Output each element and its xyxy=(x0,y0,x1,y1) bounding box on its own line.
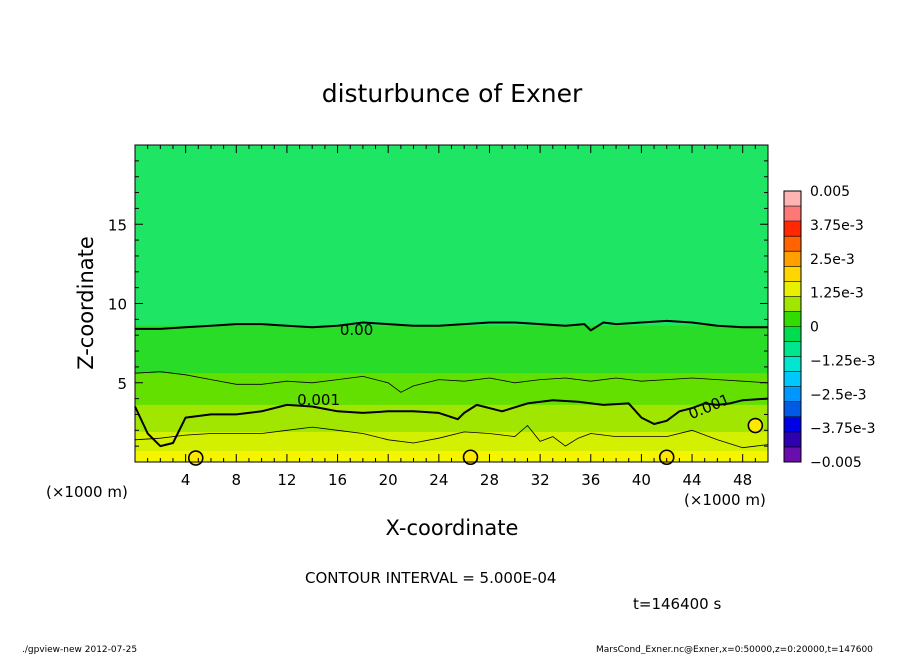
y-tick-label: 5 xyxy=(117,375,127,393)
x-tick-label: 40 xyxy=(632,471,651,489)
colorbar-segment xyxy=(784,401,801,418)
footer-right: MarsCond_Exner.nc@Exner,x=0:50000,z=0:20… xyxy=(596,645,873,654)
y-axis-label: Z-coordinate xyxy=(74,236,98,370)
small-contour-rings xyxy=(187,417,764,466)
colorbar-segment xyxy=(784,356,801,373)
contour-interval-note: CONTOUR INTERVAL = 5.000E-04 xyxy=(305,569,556,587)
x-axis-label: X-coordinate xyxy=(386,516,519,540)
colorbar-segment xyxy=(784,386,801,403)
colorbar-segment xyxy=(784,191,801,207)
x-tick-label: 4 xyxy=(181,471,191,489)
colorbar-tick-label: −0.005 xyxy=(810,455,862,471)
x-tick-label: 20 xyxy=(379,471,398,489)
contour-line-0 xyxy=(135,319,768,332)
contour-line-2 xyxy=(134,397,769,448)
colorbar-segment xyxy=(784,251,801,267)
x-tick-label: 8 xyxy=(232,471,242,489)
colorbar-segment xyxy=(784,416,801,433)
contour-ring-3 xyxy=(747,417,764,434)
colorbar-tick-label: 2.5e-3 xyxy=(810,252,855,268)
colorbar-segment xyxy=(784,371,801,388)
colorbar-segment xyxy=(784,206,801,222)
chart-title: disturbunce of Exner xyxy=(322,79,583,108)
colorbar-tick-label: −1.25e-3 xyxy=(810,353,875,369)
filled-contour-bands xyxy=(135,145,768,462)
colorbar-tick-label: −3.75e-3 xyxy=(810,421,875,437)
colorbar-segment xyxy=(784,446,801,463)
contour-line-1 xyxy=(134,371,769,393)
y-axis-ticks: 5 10 15 xyxy=(108,144,768,463)
colorbar-segment xyxy=(784,281,801,297)
contour-ring-1 xyxy=(462,449,479,466)
colorbar-tick-label: 3.75e-3 xyxy=(810,218,864,234)
colorbar-segment xyxy=(784,311,801,327)
colorbar-segment xyxy=(784,341,801,358)
footer-left: ./gpview-new 2012-07-25 xyxy=(22,645,137,654)
colorbar-tick-label: 0.005 xyxy=(810,184,850,200)
x-tick-label: 12 xyxy=(277,471,296,489)
y-tick-label: 10 xyxy=(108,296,127,314)
colorbar-segment xyxy=(784,221,801,237)
colorbar: 0.005 3.75e-3 2.5e-3 1.25e-3 0 −1.25e-3 −2.5e-… xyxy=(783,184,875,471)
x-tick-label: 36 xyxy=(581,471,600,489)
x-tick-label: 32 xyxy=(531,471,550,489)
contour-ring-2 xyxy=(658,449,675,466)
x-axis-ticks: 4 8 12 16 20 24 28 32 36 40 44 48 xyxy=(134,145,769,489)
x-tick-label: 48 xyxy=(733,471,752,489)
colorbar-tick-label: 0 xyxy=(810,320,819,336)
contour-label-0: 0.00 xyxy=(340,321,373,339)
x-tick-label: 44 xyxy=(682,471,701,489)
colorbar-segment xyxy=(784,326,801,343)
colorbar-segment xyxy=(784,266,801,282)
colorbar-segment xyxy=(784,431,801,448)
x-unit-label: (×1000 m) xyxy=(46,483,128,501)
contour-band-5 xyxy=(135,450,768,462)
time-label: t=146400 s xyxy=(633,595,721,613)
x-tick-label: 16 xyxy=(328,471,347,489)
contour-line-3 xyxy=(134,425,769,449)
contour-ring-0 xyxy=(187,450,204,466)
y-tick-label: 15 xyxy=(108,216,127,234)
x-tick-label: 24 xyxy=(429,471,448,489)
colorbar-segment xyxy=(784,236,801,252)
contour-lines xyxy=(134,319,769,449)
colorbar-segment xyxy=(784,296,801,312)
x-tick-label: 28 xyxy=(480,471,499,489)
contour-label-1: 0.001 xyxy=(297,391,340,409)
colorbar-tick-label: 1.25e-3 xyxy=(810,286,864,302)
colorbar-tick-label: −2.5e-3 xyxy=(810,387,867,403)
y-unit-label: (×1000 m) xyxy=(684,491,766,509)
